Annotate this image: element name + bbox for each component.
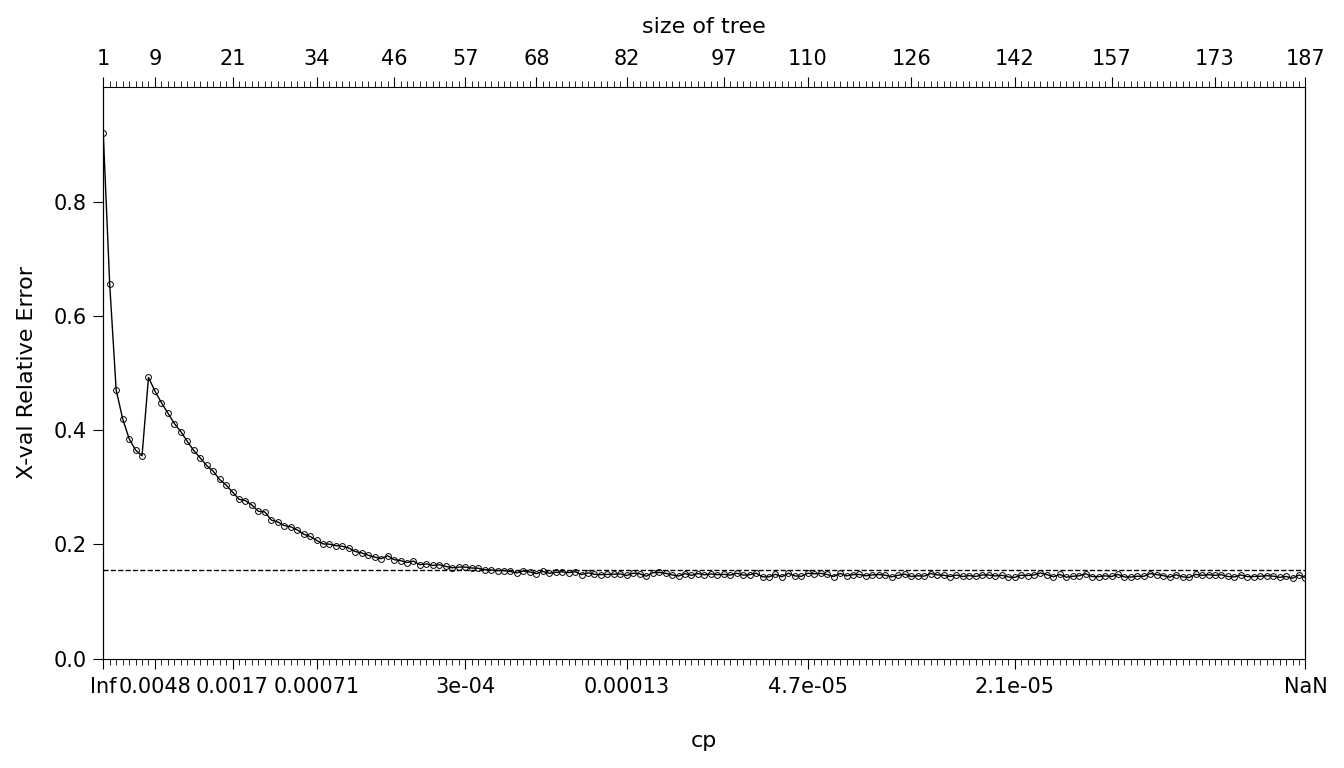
X-axis label: size of tree: size of tree [642, 17, 766, 37]
X-axis label: cp: cp [691, 731, 718, 751]
Y-axis label: X-val Relative Error: X-val Relative Error [16, 266, 36, 479]
